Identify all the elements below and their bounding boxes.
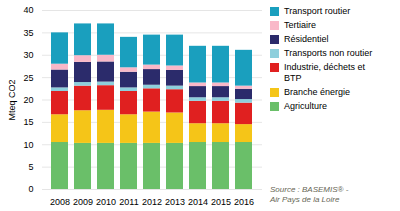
svg-text:2011: 2011 xyxy=(119,197,138,207)
svg-text:2010: 2010 xyxy=(96,197,116,207)
html-text:Agriculture: Agriculture xyxy=(284,101,327,111)
html-text:Résidentiel: Résidentiel xyxy=(284,34,329,44)
svg-text:2008: 2008 xyxy=(50,197,70,207)
html-text:Branche énergie: Branche énergie xyxy=(284,87,350,97)
html-text:Transports non routier: Transports non routier xyxy=(284,48,373,58)
svg-text:15: 15 xyxy=(23,117,33,127)
html-text:Tertiaire: Tertiaire xyxy=(284,20,316,30)
svg-text:0: 0 xyxy=(28,184,33,194)
svg-text:2014: 2014 xyxy=(188,197,208,207)
svg-text:2013: 2013 xyxy=(165,197,185,207)
svg-text:35: 35 xyxy=(23,28,33,38)
svg-text:2015: 2015 xyxy=(211,197,231,207)
svg-text:10: 10 xyxy=(23,140,33,150)
svg-text:2009: 2009 xyxy=(73,197,93,207)
svg-text:20: 20 xyxy=(23,95,33,105)
html-text:Source : BASEMIS® - Air Pays d: Source : BASEMIS® - Air Pays de la Loire xyxy=(270,185,349,204)
svg-text:2012: 2012 xyxy=(142,197,162,207)
html-text:Industrie, déchets et BTP: Industrie, déchets et BTP xyxy=(284,62,366,83)
html-text:Transport routier: Transport routier xyxy=(284,6,351,16)
svg-text:5: 5 xyxy=(28,162,33,172)
svg-text:2016: 2016 xyxy=(234,197,254,207)
svg-text:40: 40 xyxy=(23,5,33,15)
svg-text:30: 30 xyxy=(23,50,33,60)
svg-text:25: 25 xyxy=(23,73,33,83)
svg-text:Mteq CO2: Mteq CO2 xyxy=(7,79,17,120)
